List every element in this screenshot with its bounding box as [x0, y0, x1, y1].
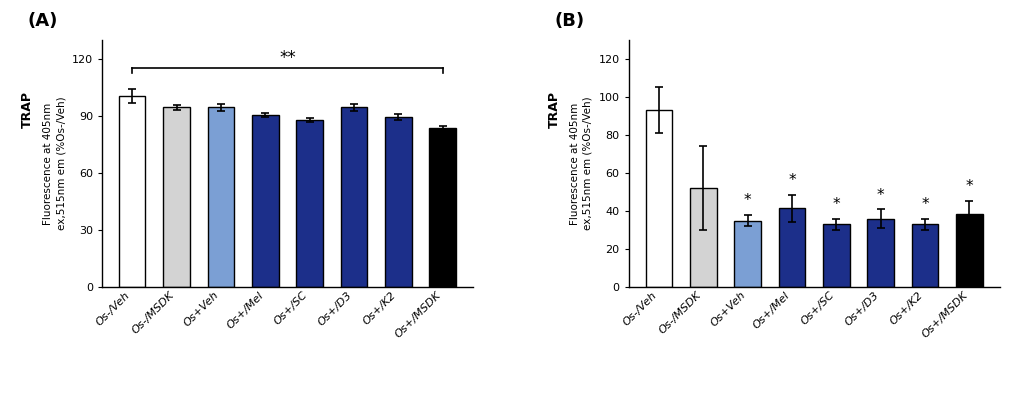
Bar	[689, 188, 715, 287]
Bar	[252, 115, 278, 287]
Text: *: *	[832, 197, 840, 212]
Text: TRAP: TRAP	[547, 91, 560, 128]
Bar	[911, 225, 937, 287]
Bar	[163, 107, 190, 287]
Bar	[119, 96, 146, 287]
Text: *: *	[743, 193, 751, 208]
Bar	[297, 120, 323, 287]
Bar	[340, 107, 367, 287]
Bar	[822, 225, 849, 287]
Bar	[645, 110, 672, 287]
Bar	[734, 221, 760, 287]
Text: (B): (B)	[554, 12, 584, 30]
Text: **: **	[279, 49, 296, 67]
Y-axis label: Fluorescence at 405nm
ex,515nm em (%Os-/Veh): Fluorescence at 405nm ex,515nm em (%Os-/…	[43, 97, 66, 230]
Bar	[955, 214, 981, 287]
Bar	[385, 117, 412, 287]
Y-axis label: Fluorescence at 405nm
ex,515nm em (%Os-/Veh): Fluorescence at 405nm ex,515nm em (%Os-/…	[570, 97, 592, 230]
Text: *: *	[920, 197, 928, 212]
Text: TRAP: TRAP	[21, 91, 35, 128]
Bar	[866, 219, 893, 287]
Text: *: *	[965, 179, 972, 194]
Text: (A): (A)	[28, 12, 58, 30]
Bar	[429, 128, 455, 287]
Text: *: *	[876, 188, 883, 203]
Bar	[777, 208, 804, 287]
Text: *: *	[788, 173, 795, 188]
Bar	[208, 107, 234, 287]
